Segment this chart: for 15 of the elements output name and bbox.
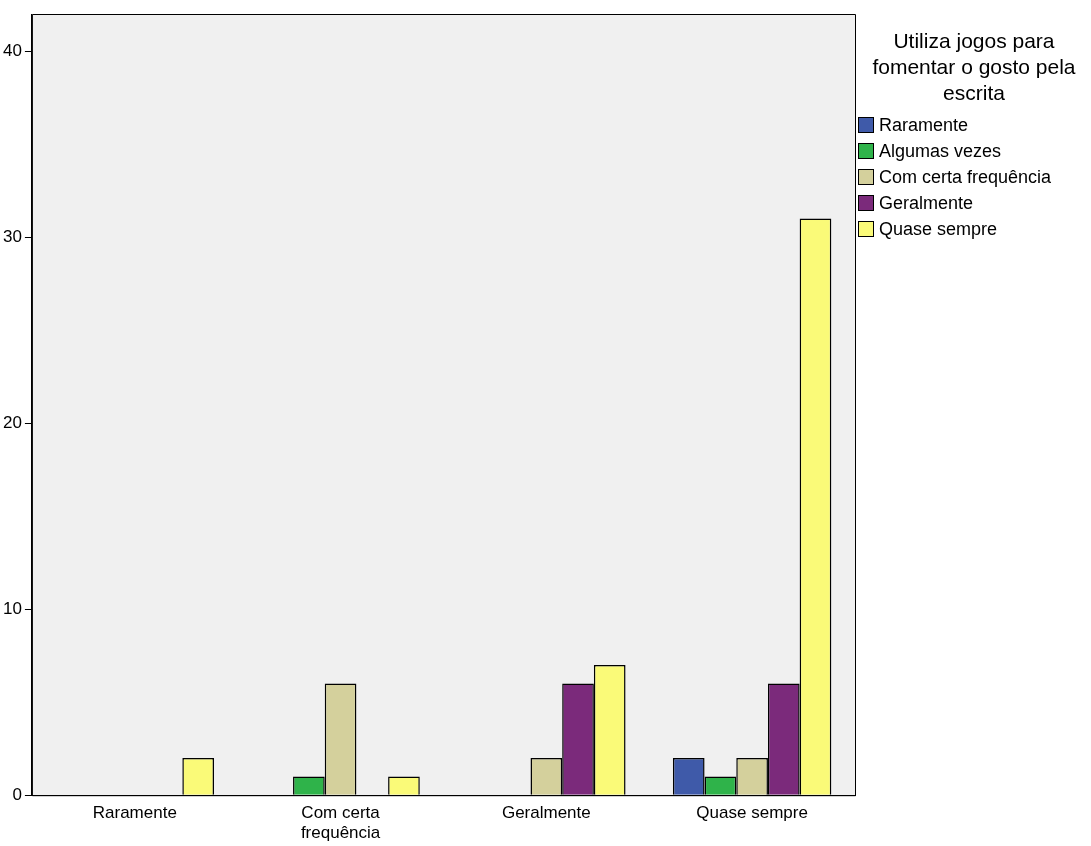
legend-label: Geralmente (879, 192, 974, 214)
y-tick-label: 30 (2, 226, 22, 246)
y-tick-label: 10 (2, 598, 22, 618)
y-tick-label: 20 (2, 412, 22, 432)
x-tick-label: Com certa frequência (300, 803, 381, 843)
legend-label: Raramente (879, 114, 969, 136)
x-tick-label: Quase sempre (696, 803, 808, 823)
legend-label: Algumas vezes (879, 140, 1002, 162)
y-tick-label: 40 (2, 40, 22, 60)
legend-title: Utiliza jogos para fomentar o gosto pela escrita (871, 28, 1077, 106)
x-tick-label: Raramente (92, 803, 177, 823)
legend-label: Com certa frequência (879, 166, 1052, 188)
y-tick-label: 0 (12, 784, 22, 804)
legend-label: Quase sempre (879, 218, 998, 240)
x-tick-label: Geralmente (501, 803, 591, 823)
